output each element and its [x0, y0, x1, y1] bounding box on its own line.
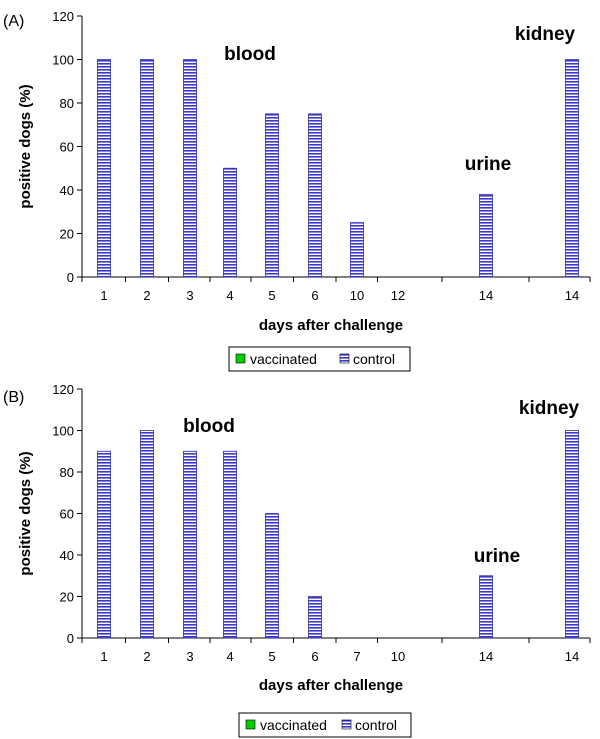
x-tick-label: 6 [311, 288, 318, 303]
bar-control [97, 450, 111, 639]
panel-b: (B) 0 20 40 60 80 100 120 1 2 3 4 5 6 7 10 14 14 days afte… [3, 382, 591, 738]
x-tick-label: 10 [391, 649, 405, 664]
x-tick-label: 6 [311, 649, 318, 664]
x-tick-label: 12 [391, 288, 405, 303]
legend-box [238, 712, 412, 738]
bar-control [479, 575, 493, 639]
bar-control [140, 430, 154, 639]
bar-control [265, 513, 279, 639]
y-tick-label: 60 [60, 140, 74, 155]
legend-box [228, 346, 411, 372]
y-tick-label: 0 [67, 631, 74, 646]
x-tick-label: 14 [565, 649, 579, 664]
y-tick-label: 120 [52, 382, 74, 397]
annotation-blood: blood [224, 44, 276, 65]
panel-label: (A) [3, 13, 24, 30]
legend-swatch-control [339, 353, 350, 364]
annotation-urine: urine [474, 546, 520, 567]
x-tick-label: 5 [268, 649, 275, 664]
bar-control [183, 450, 197, 639]
panel-label: (B) [3, 389, 24, 406]
y-tick-label: 80 [60, 96, 74, 111]
legend-swatch-vaccinated [235, 353, 246, 364]
annotation-urine: urine [465, 154, 511, 175]
x-tick-label: 3 [186, 649, 193, 664]
y-tick-label: 20 [60, 590, 74, 605]
bar-control [223, 450, 237, 639]
y-tick-label: 0 [67, 270, 74, 285]
x-tick-label: 14 [479, 288, 493, 303]
legend-label-vaccinated: vaccinated [250, 351, 317, 367]
x-tick-label: 10 [350, 288, 364, 303]
x-tick-label: 14 [565, 288, 579, 303]
y-tick-label: 100 [52, 53, 74, 68]
bar-control [479, 193, 493, 278]
x-tick-label: 1 [100, 288, 107, 303]
y-tick-label: 20 [60, 227, 74, 242]
annotation-kidney: kidney [519, 398, 580, 419]
bar-control [140, 59, 154, 278]
x-tick-label: 3 [186, 288, 193, 303]
legend-swatch-control [341, 719, 352, 730]
x-tick-label: 4 [226, 288, 233, 303]
y-tick-label: 60 [60, 507, 74, 522]
x-tick-label: 5 [268, 288, 275, 303]
bar-control [565, 430, 579, 639]
y-tick-label: 80 [60, 465, 74, 480]
bar-control [565, 59, 579, 278]
legend-swatch-vaccinated [245, 719, 256, 730]
x-tick-label: 2 [143, 288, 150, 303]
x-tick-label: 2 [143, 649, 150, 664]
bar-control [350, 222, 364, 278]
bar-control [265, 113, 279, 278]
x-axis-title: days after challenge [259, 317, 403, 334]
legend-label-control: control [355, 717, 397, 733]
y-tick-label: 40 [60, 548, 74, 563]
legend-label-control: control [353, 351, 395, 367]
legend-label-vaccinated: vaccinated [260, 717, 327, 733]
x-tick-label: 7 [353, 649, 360, 664]
x-tick-label: 4 [226, 649, 233, 664]
y-tick-label: 40 [60, 183, 74, 198]
y-tick-label: 120 [52, 9, 74, 24]
x-tick-label: 14 [479, 649, 493, 664]
x-tick-label: 1 [100, 649, 107, 664]
annotation-blood: blood [183, 416, 235, 437]
bar-control [308, 596, 322, 639]
y-axis-title: positive dogs (%) [17, 451, 34, 575]
annotation-kidney: kidney [515, 24, 576, 45]
y-axis-title: positive dogs (%) [17, 84, 34, 208]
x-axis-title: days after challenge [259, 677, 403, 694]
bar-control [97, 59, 111, 278]
y-tick-label: 100 [52, 424, 74, 439]
bar-control [223, 167, 237, 278]
bar-control [308, 113, 322, 278]
bar-control [183, 59, 197, 278]
